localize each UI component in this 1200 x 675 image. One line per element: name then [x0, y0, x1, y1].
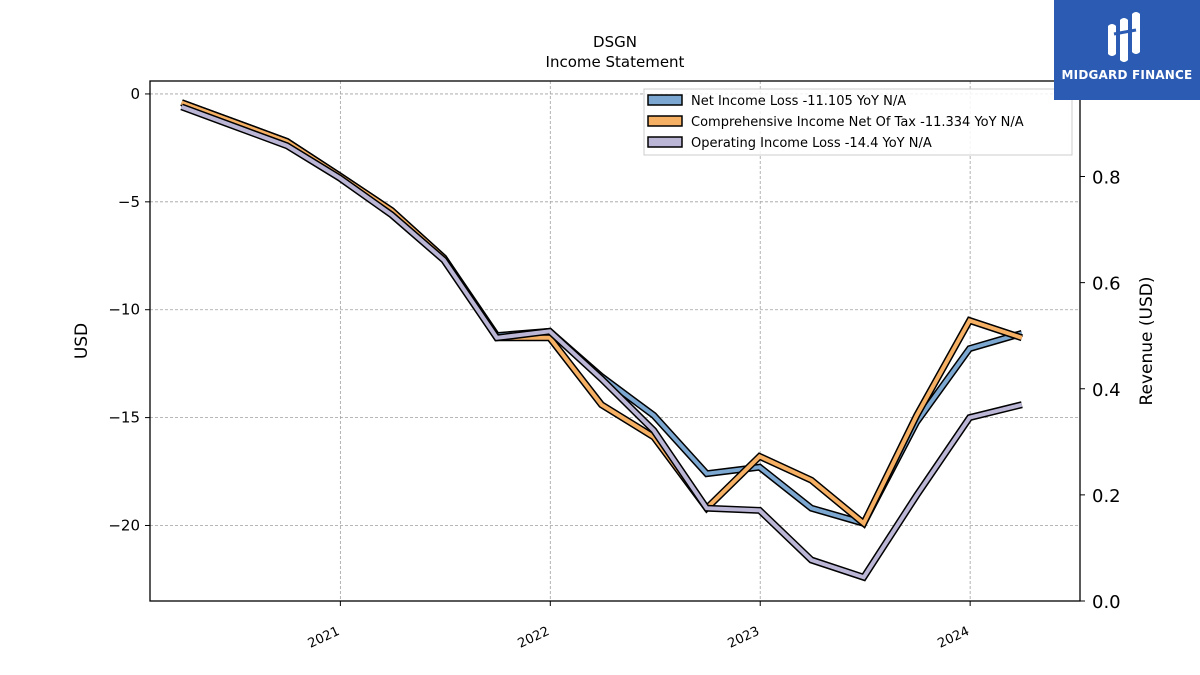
y-tick-label: −20	[108, 516, 140, 534]
y-tick-label: −15	[108, 409, 140, 427]
right-y-tick-label: 0.6	[1092, 274, 1121, 295]
chart-title: DSGN	[593, 33, 637, 51]
x-tick-label: 2022	[516, 624, 552, 652]
chart-subtitle: Income Statement	[546, 53, 685, 71]
right-y-tick-label: 0.0	[1092, 592, 1121, 613]
series-line-operating-income-loss	[180, 105, 1023, 580]
legend-label-net-income-loss: Net Income Loss -11.105 YoY N/A	[691, 94, 906, 109]
legend-swatch-operating-income-loss	[647, 136, 683, 148]
company-logo: MIDGARD FINANCE	[1054, 0, 1200, 100]
legend-swatch-net-income-loss	[647, 94, 683, 106]
legend-swatch-comprehensive-income	[647, 115, 683, 127]
y-tick-label: 0	[130, 85, 140, 103]
x-tick-label: 2024	[936, 624, 972, 652]
x-tick-label: 2023	[726, 624, 762, 652]
y-tick-label: −10	[108, 301, 140, 319]
series-line-comprehensive-income-net-of-tax	[180, 100, 1023, 527]
axes: 0 −5 −10 −15 −20 0.0 0.2 0.4 0.6 0.8 2021 2022 2023 2…	[108, 85, 1120, 652]
y-axis-label: USD	[72, 323, 92, 359]
legend-label-operating-income-loss: Operating Income Loss -14.4 YoY N/A	[691, 136, 932, 151]
legend-box	[643, 88, 1073, 156]
y-tick-label: −5	[118, 193, 140, 211]
plot-frame	[149, 80, 1081, 602]
right-y-tick-label: 0.8	[1092, 168, 1121, 189]
logo-text: MIDGARD FINANCE	[1061, 68, 1193, 82]
logo-mark-icon	[1108, 12, 1140, 62]
grid	[150, 81, 1080, 601]
legend-label-comprehensive-income: Comprehensive Income Net Of Tax -11.334 …	[691, 115, 1024, 130]
series-outline-operating-income-loss	[180, 103, 1023, 582]
right-y-axis-label: Revenue (USD)	[1137, 276, 1157, 405]
right-y-tick-label: 0.4	[1092, 380, 1121, 401]
series-lines	[180, 99, 1023, 582]
right-y-tick-label: 0.2	[1092, 486, 1121, 507]
x-tick-label: 2021	[306, 624, 342, 652]
legend: Net Income Loss -11.105 YoY N/A Comprehe…	[643, 88, 1073, 156]
